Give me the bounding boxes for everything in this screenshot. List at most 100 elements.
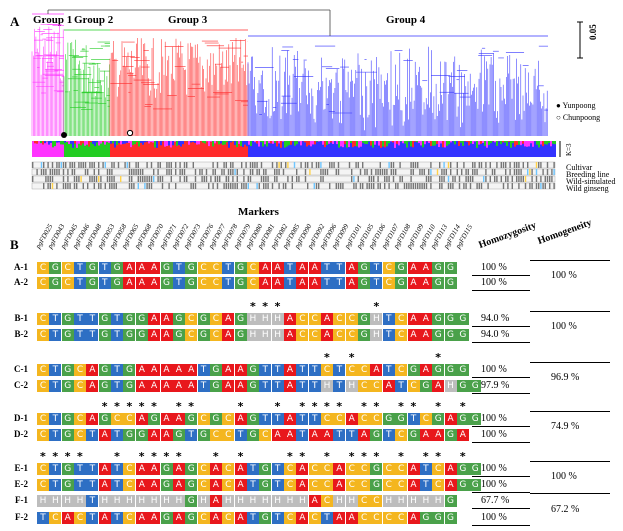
underline (472, 275, 530, 276)
genotype-cell: A (370, 364, 383, 376)
difference-star-icon: * (435, 351, 441, 364)
k-label: K=3 (565, 143, 573, 156)
genotype-cell: C (395, 512, 408, 524)
genotype-cell: G (98, 413, 111, 425)
genotype-cell: T (321, 262, 334, 274)
genotype-cell: G (197, 313, 210, 325)
difference-star-icon: * (311, 400, 318, 413)
genotype-cell: G (98, 313, 111, 325)
homogeneity-value: 100 % (551, 321, 577, 332)
genotype-cell: G (432, 277, 445, 289)
genotype-cell: G (197, 329, 210, 341)
genotype-cell: T (308, 364, 321, 376)
genotype-cell: T (296, 413, 309, 425)
genotype-cell: G (160, 277, 173, 289)
genotype-cell: C (197, 479, 210, 491)
genotype-cell: A (98, 479, 111, 491)
open-circle-icon: ○ (556, 113, 561, 122)
genotype-cell: T (111, 329, 124, 341)
homozygosity-value: 100 % (481, 364, 507, 375)
genotype-cell: C (382, 277, 395, 289)
genotype-cell: C (197, 262, 210, 274)
genotype-cell: T (234, 429, 247, 441)
genotype-cell: C (358, 512, 371, 524)
genotype-cell: C (382, 463, 395, 475)
genotype-cell: T (296, 429, 309, 441)
genotype-cell: A (172, 479, 185, 491)
genotype-cell: C (209, 262, 222, 274)
genotype-cell: H (123, 495, 136, 507)
underline (472, 492, 530, 493)
genotype-cell: A (345, 413, 358, 425)
yunpoong-marker (61, 132, 67, 138)
difference-star-icon: * (151, 400, 157, 413)
genotype-cell: A (209, 495, 222, 507)
markers-title: Markers (238, 206, 279, 218)
genotype-cell: T (86, 463, 99, 475)
genotype-cell: A (407, 262, 420, 274)
genotype-cell: A (86, 364, 99, 376)
genotype-cell: G (407, 364, 420, 376)
genotype-cell: C (222, 463, 235, 475)
genotype-cell: T (49, 380, 62, 392)
difference-star-icon: * (459, 400, 466, 413)
genotype-cell: G (469, 479, 482, 491)
genotype-cell: C (123, 463, 136, 475)
genotype-cell: A (333, 512, 346, 524)
genotype-cell: A (86, 413, 99, 425)
genotype-cell: G (444, 364, 457, 376)
genotype-cell: T (419, 479, 432, 491)
genotype-cell: A (172, 512, 185, 524)
genotype-cell: G (444, 329, 457, 341)
genotype-cell: C (222, 413, 235, 425)
difference-star-icon: * (274, 300, 281, 313)
genotype-cell: A (135, 364, 148, 376)
chunpoong-marker (126, 129, 134, 137)
genotype-cell: C (370, 380, 383, 392)
genotype-cell: G (172, 329, 185, 341)
genotype-cell: G (456, 463, 469, 475)
genotype-cell: A (234, 364, 247, 376)
genotype-cell: A (259, 262, 272, 274)
genotype-cell: G (259, 479, 272, 491)
filled-circle-icon: ● (556, 101, 561, 110)
genotype-cell: C (185, 313, 198, 325)
genotype-cell: A (308, 495, 321, 507)
difference-star-icon: * (114, 400, 120, 413)
genotype-cell: G (209, 413, 222, 425)
genotype-cell: G (358, 277, 371, 289)
genotype-cell: G (234, 277, 247, 289)
genotype-cell: T (74, 262, 87, 274)
genotype-cell: G (456, 313, 469, 325)
genotype-cell: A (321, 313, 334, 325)
genotype-cell: A (209, 479, 222, 491)
track-label-wild-simulated: Wild-simulated (566, 177, 616, 186)
genotype-cell: A (148, 262, 161, 274)
genotype-cell: H (61, 495, 74, 507)
genotype-cell: C (370, 413, 383, 425)
genotype-cell: G (456, 329, 469, 341)
genotype-cell: H (197, 495, 210, 507)
difference-star-icon: * (324, 450, 330, 463)
track-label-breeding-line: Breeding line (566, 170, 610, 179)
genotype-cell: C (74, 413, 87, 425)
genotype-cell: A (234, 512, 247, 524)
genotype-cell: A (419, 364, 432, 376)
genotype-cell: T (382, 313, 395, 325)
genotype-cell: T (86, 512, 99, 524)
difference-star-icon: * (398, 450, 404, 463)
genotype-cell: C (382, 512, 395, 524)
genotype-cell: G (432, 313, 445, 325)
genotype-cell: T (308, 413, 321, 425)
genotype-cell: G (209, 380, 222, 392)
genotype-cell: C (185, 329, 198, 341)
genotype-cell: H (271, 329, 284, 341)
genotype-cell: C (246, 262, 259, 274)
homozygosity-value: 100 % (481, 262, 507, 273)
genotype-cell: A (234, 463, 247, 475)
genotype-cell: H (98, 495, 111, 507)
genotype-cell: G (148, 413, 161, 425)
genotype-cell: T (98, 277, 111, 289)
genotype-cell: T (271, 463, 284, 475)
genotype-cell: T (284, 277, 296, 289)
